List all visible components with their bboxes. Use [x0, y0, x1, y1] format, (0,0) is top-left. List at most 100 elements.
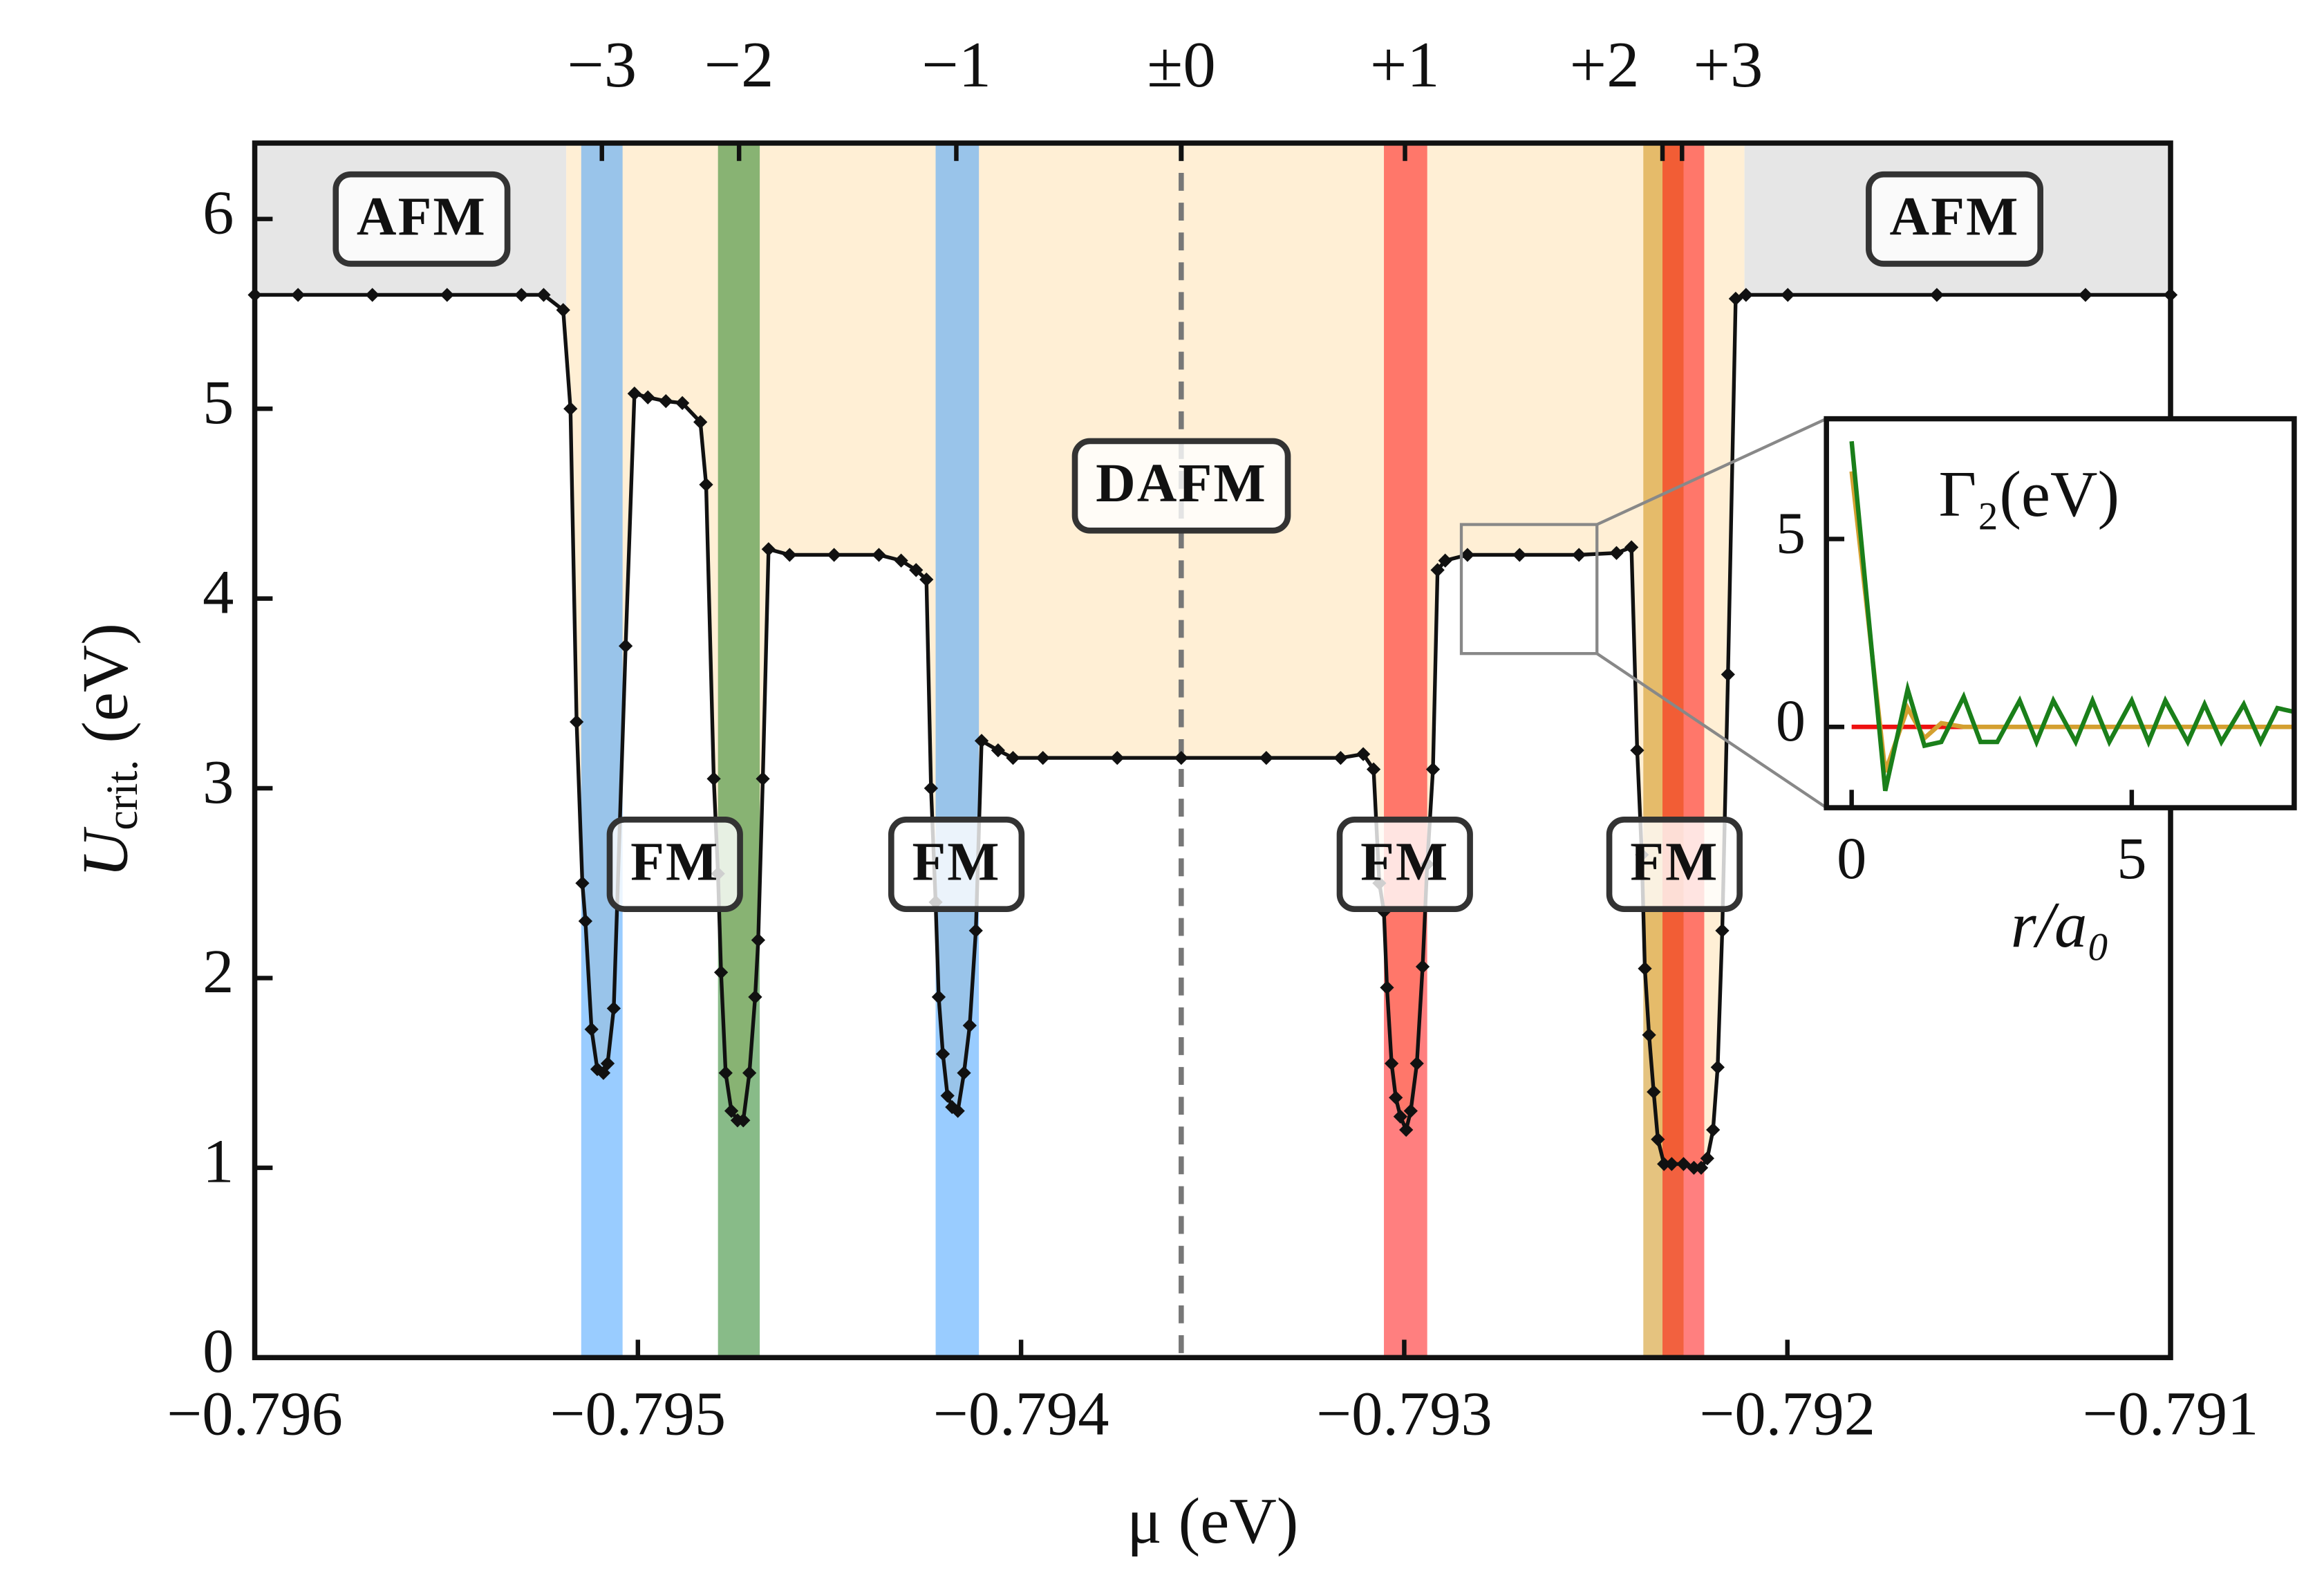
data-marker [1512, 548, 1527, 562]
phase-label-text: FM [1630, 832, 1718, 893]
phase-label-box [1866, 171, 2044, 267]
y-tick-label: 6 [203, 177, 234, 247]
data-marker [724, 1104, 739, 1118]
top-tick-label: +3 [1694, 28, 1763, 101]
top-tick-label: −2 [704, 28, 774, 101]
data-marker [536, 288, 551, 302]
x-tick-label: 5 [2117, 825, 2146, 891]
data-marker [596, 1066, 611, 1080]
top-tick-label: +2 [1570, 28, 1640, 101]
data-marker [909, 563, 924, 577]
data-marker [675, 396, 690, 411]
data-marker [618, 639, 633, 653]
data-marker [1259, 750, 1274, 765]
data-marker [1609, 546, 1624, 560]
data-marker [1356, 747, 1371, 761]
data-marker [1393, 1109, 1408, 1124]
y-tick-label: 3 [203, 747, 234, 817]
data-marker [706, 772, 721, 786]
data-marker [1409, 1056, 1424, 1071]
x-tick-label: −0.792 [1699, 1379, 1875, 1449]
data-marker [1403, 1104, 1418, 1118]
data-marker [748, 989, 762, 1005]
data-marker [1651, 1132, 1665, 1146]
data-marker [556, 303, 570, 317]
data-marker [931, 989, 946, 1005]
x-tick-label: −0.791 [2083, 1379, 2259, 1449]
x-tick-label: −0.793 [1316, 1379, 1492, 1449]
y-tick-label: 1 [203, 1126, 234, 1196]
data-marker [736, 1113, 751, 1128]
top-tick-label: −3 [567, 28, 637, 101]
data-marker [1721, 667, 1735, 682]
data-marker [974, 734, 989, 748]
data-marker [1647, 1084, 1661, 1099]
data-marker [1630, 743, 1644, 758]
y-axis-label-subscript: crit. [97, 759, 147, 830]
data-marker [1710, 1060, 1725, 1075]
data-marker [659, 394, 673, 409]
phase-label: FM [888, 817, 1025, 912]
data-marker [1399, 1122, 1414, 1137]
data-marker [761, 542, 776, 557]
data-marker [1694, 1160, 1709, 1175]
phase-label-box [888, 817, 1025, 912]
data-marker [827, 548, 841, 562]
y-tick-label: 2 [203, 936, 234, 1006]
data-marker [1715, 923, 1730, 938]
top-tick-label: +1 [1370, 28, 1440, 101]
data-marker [742, 1066, 757, 1080]
phase-label-box [1336, 817, 1473, 912]
y-tick-label: 5 [1776, 499, 1806, 566]
zoom-connector [1596, 652, 1828, 809]
x-tick-label: −0.795 [550, 1379, 726, 1449]
data-marker [578, 913, 593, 929]
data-marker [894, 553, 908, 568]
data-marker [563, 401, 578, 416]
data-marker [924, 781, 939, 796]
x-axis-label: μ (eV) [1127, 1485, 1298, 1557]
data-marker [1728, 291, 1743, 306]
data-marker [699, 477, 713, 492]
data-marker [1384, 1056, 1399, 1071]
inset-background [1826, 418, 2294, 808]
y-tick-label: 5 [203, 367, 234, 437]
data-marker [751, 933, 766, 947]
phase-label-box [606, 817, 743, 912]
data-marker [1460, 548, 1475, 562]
phase-label: FM [606, 817, 743, 912]
data-marker [1415, 959, 1430, 974]
data-marker [2078, 288, 2093, 302]
data-marker [569, 714, 584, 729]
zoom-connector [1596, 417, 1828, 526]
phase-label-text: FM [630, 832, 719, 893]
data-marker [590, 1062, 605, 1077]
data-marker [1438, 553, 1452, 568]
data-marker [968, 923, 983, 938]
data-marker [962, 1018, 977, 1033]
data-marker [627, 387, 641, 401]
data-marker [641, 390, 655, 405]
top-tick-label: −1 [921, 28, 991, 101]
x-tick-label: 0 [1837, 825, 1866, 891]
top-tick-label: ±0 [1147, 28, 1215, 101]
phase-label-box [1071, 438, 1291, 534]
data-marker [718, 1066, 733, 1080]
phase-label-text: DAFM [1096, 453, 1267, 514]
resonance-band [718, 142, 760, 1358]
data-marker [1430, 563, 1445, 577]
data-marker [291, 288, 306, 302]
data-marker [575, 876, 590, 891]
below-curve-fill [254, 295, 2171, 1358]
data-marker [1380, 980, 1394, 995]
data-marker [1333, 750, 1348, 765]
phase-label-box [332, 171, 511, 267]
phase-label-text: AFM [1890, 186, 2020, 247]
data-marker [1425, 762, 1441, 777]
phase-label-text: AFM [357, 186, 487, 247]
data-marker [713, 965, 729, 980]
inset-title: Γ₂(eV) [1938, 458, 2119, 530]
data-marker [606, 1001, 621, 1016]
data-marker [514, 288, 529, 302]
